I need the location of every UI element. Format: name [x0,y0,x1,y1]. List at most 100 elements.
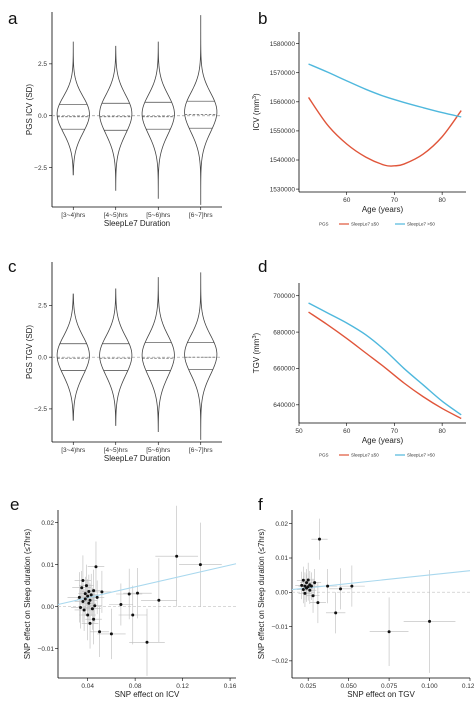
data-point [82,608,86,612]
data-point [88,621,92,625]
y-tick-label: 1570000 [270,70,296,77]
x-axis-title: Age (years) [362,205,404,214]
violin-shape [56,41,90,176]
violin-shape [56,293,90,421]
data-point [198,563,202,567]
y-tick-label: −2.5 [34,406,47,413]
x-axis-title: SleepLe7 Duration [104,219,170,228]
panel-letter-b: b [258,9,267,28]
x-tick-label: 0.075 [381,683,398,690]
data-point [79,605,83,609]
data-point [92,589,96,593]
violin-shape [141,41,175,199]
y-axis-title: PGS TGV (SD) [25,325,34,379]
data-point [326,584,330,588]
x-tick-label: 80 [439,197,447,204]
data-point [77,595,81,599]
data-point [428,619,432,623]
x-axis-title: Age (years) [362,436,404,445]
y-tick-label: 2.5 [38,303,47,310]
y-tick-label: 0.02 [41,520,54,527]
data-point [301,578,305,582]
x-tick-label: [5~6)hrs [146,447,171,454]
y-tick-label: −0.01 [38,646,55,653]
y-tick-label: 1540000 [270,157,296,164]
data-point [109,632,113,636]
data-point [301,588,305,592]
data-point [305,581,309,585]
x-tick-label: [3~4)hrs [61,212,86,219]
series-line-sleeple7-gt50 [308,302,462,416]
data-point [306,578,310,582]
y-tick-label: −0.02 [272,658,289,665]
x-axis-title: SleepLe7 Duration [104,454,170,463]
x-tick-label: 0.08 [129,683,142,690]
y-tick-label: 680000 [273,329,295,336]
x-tick-label: 70 [391,197,399,204]
panel-letter-a: a [8,9,18,28]
data-point [303,591,307,595]
data-point [339,587,343,591]
data-point [98,630,102,634]
x-tick-label: 0.100 [421,683,438,690]
y-tick-label: 0.00 [41,604,54,611]
legend-label: SleepLe7 ≤50 [351,222,379,227]
y-axis-title: SNP effect on Sleep duration (≤7hrs) [257,528,266,659]
y-tick-label: 0.0 [38,113,47,120]
data-point [313,581,317,585]
series-line-sleeple7-le50 [307,97,462,167]
data-point [136,591,140,595]
y-tick-label: 660000 [273,366,295,373]
violin-shape [99,45,133,191]
series-line-sleeple7-le50 [308,311,462,420]
x-tick-label: 0.050 [340,683,357,690]
data-point [387,630,391,634]
legend-label: SleepLe7 >50 [407,453,435,458]
x-tick-label: 0.04 [81,683,94,690]
regression-line [291,570,471,591]
data-point [81,579,85,583]
y-axis-title: SNP effect on Sleep duration (≤7hrs) [23,528,32,659]
x-tick-label: [6~7]hrs [189,212,213,219]
legend-label: SleepLe7 >50 [407,222,435,227]
data-point [318,537,322,541]
data-point [80,586,84,590]
data-point [300,583,304,587]
y-tick-label: 0.02 [275,521,288,528]
x-tick-label: [4~5)hrs [104,447,129,454]
x-tick-label: [3~4)hrs [61,447,86,454]
data-point [131,613,135,617]
data-point [334,611,338,615]
y-tick-label: 0.00 [275,589,288,596]
data-point [306,585,310,589]
data-point [88,598,92,602]
data-point [83,592,87,596]
data-point [90,607,94,611]
data-point [86,613,90,617]
x-tick-label: 0.12 [176,683,189,690]
y-tick-label: 640000 [273,402,295,409]
y-axis-title: PGS ICV (SD) [25,84,34,135]
charts: −2.5 0.0 2.5 [3~4)hrs [4~5)hrs [5~6)hrs [6~7]h… [23,12,474,699]
data-point [175,554,179,558]
violin-shape [99,288,133,426]
data-point [81,600,85,604]
y-tick-label: 1560000 [270,99,296,106]
regression-line [57,563,237,606]
data-point [86,594,90,598]
y-tick-label: 1550000 [270,128,296,135]
y-axis-title: TGV (mm3) [252,332,261,373]
data-point [94,565,98,569]
data-point [316,601,320,605]
series-line-sleeple7-gt50 [308,63,462,118]
violin-shape [184,15,218,205]
data-point [83,597,87,601]
data-point [308,588,312,592]
y-tick-label: 700000 [273,293,295,300]
legend-label: SleepLe7 ≤50 [351,453,379,458]
data-point [309,584,313,588]
x-tick-label: 60 [343,197,351,204]
data-point [127,592,131,596]
x-axis-title: SNP effect on ICV [115,690,180,699]
data-point [157,598,161,602]
